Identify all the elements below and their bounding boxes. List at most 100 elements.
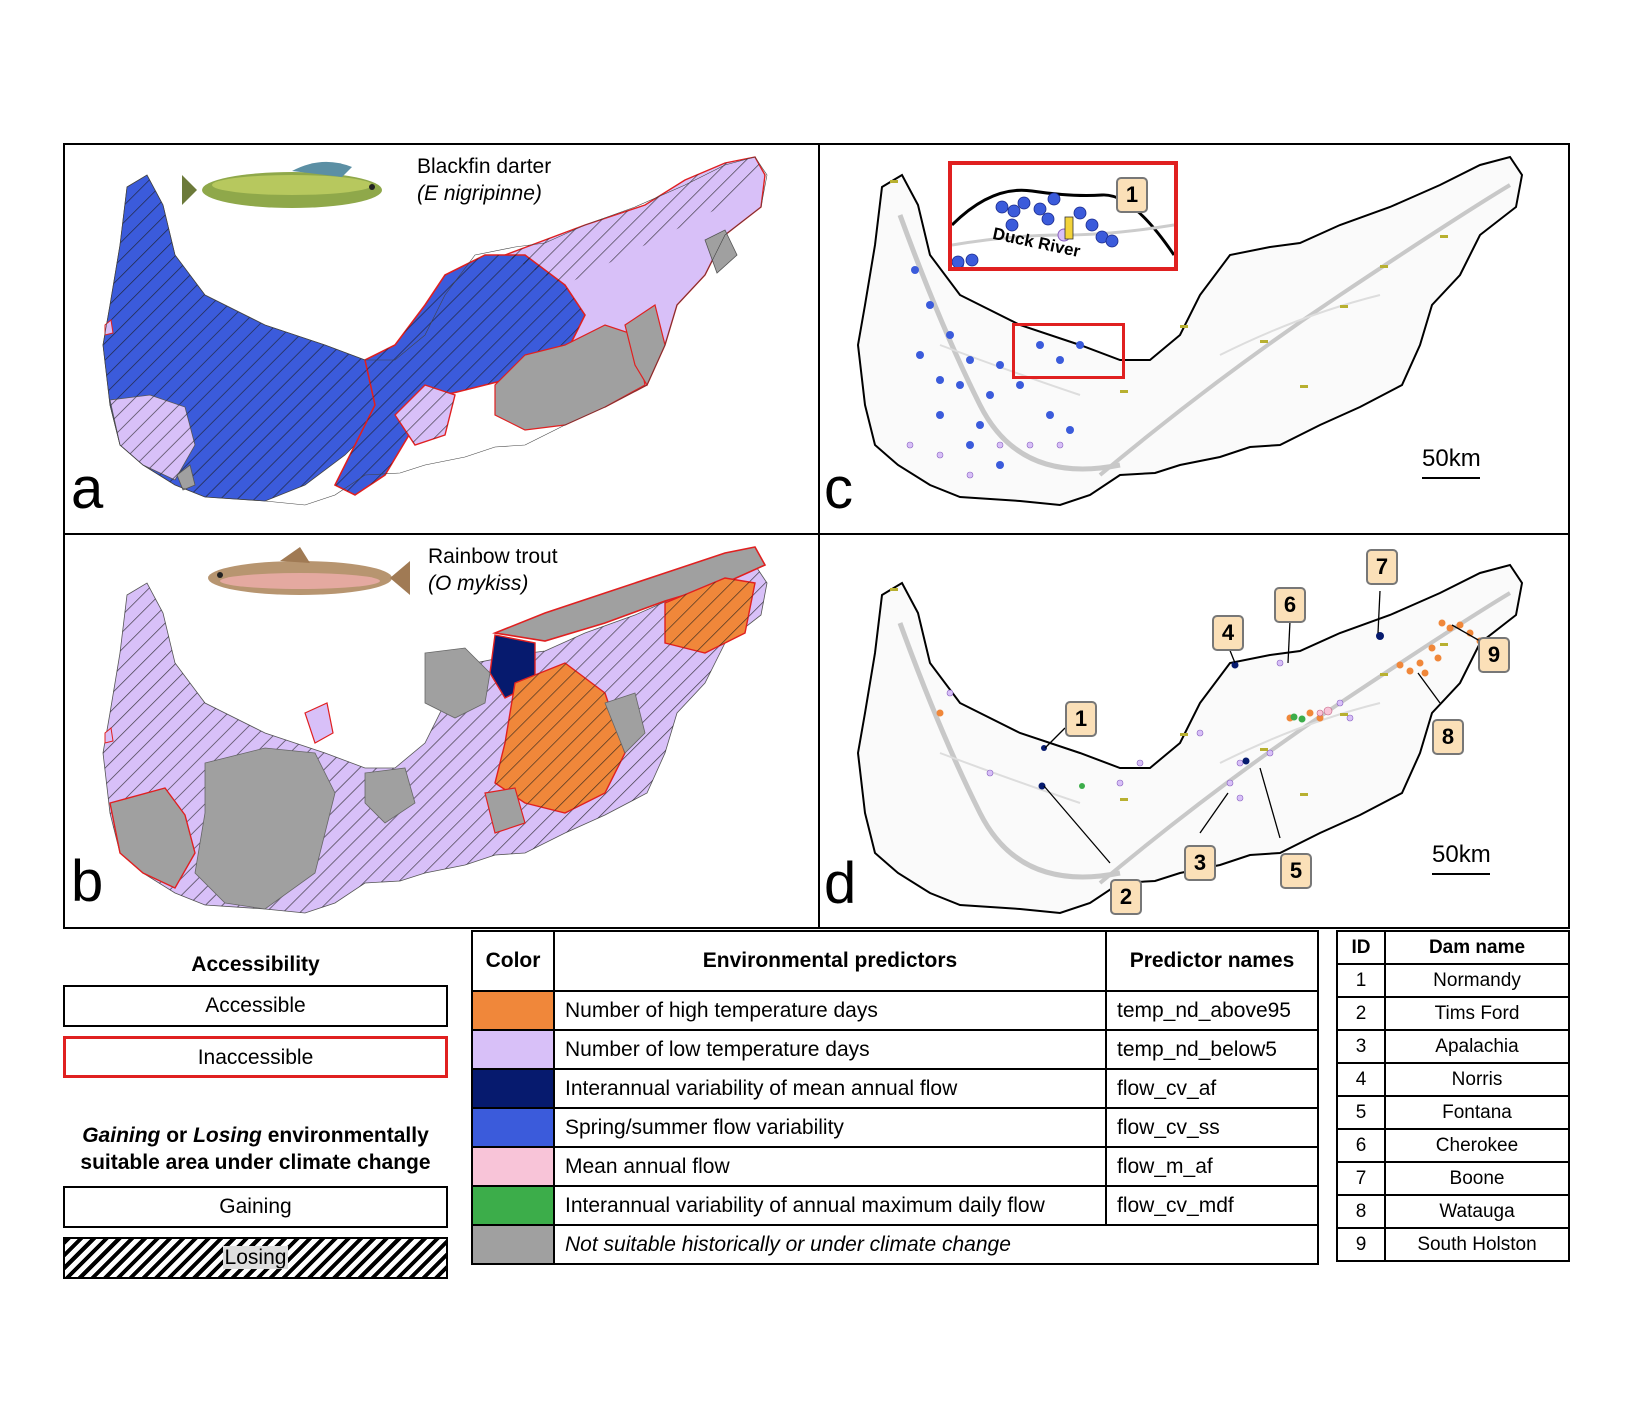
navy-points: [1038, 632, 1384, 790]
orange-points: [936, 619, 1484, 722]
lavender-points: [906, 441, 1064, 479]
species-name-a: Blackfin darter (E nigripinne): [417, 153, 551, 208]
map-d: [857, 564, 1523, 914]
predictor-name: flow_cv_ss: [1105, 1107, 1319, 1148]
color-swatch: [471, 1068, 555, 1109]
change-title-or: or: [160, 1124, 194, 1147]
predictor-description: Mean annual flow: [553, 1146, 1107, 1187]
predictor-name: flow_cv_af: [1105, 1068, 1319, 1109]
panel-label: d: [824, 851, 857, 916]
header-predictors: Environmental predictors: [553, 930, 1107, 992]
panel-b: Rainbow trout (O mykiss) b: [63, 533, 820, 929]
dam-markers: [890, 180, 1448, 393]
dam-row: 6 Cherokee: [1336, 1128, 1570, 1163]
region-grey-sw: [109, 787, 196, 889]
callout-1: 1: [1116, 177, 1148, 213]
color-swatch: [471, 1107, 555, 1148]
dam-id: 9: [1336, 1227, 1386, 1262]
change-title-line2: suitable area under climate change: [80, 1151, 431, 1174]
predictor-description: Number of high temperature days: [553, 990, 1107, 1031]
dam-row: 5 Fontana: [1336, 1095, 1570, 1130]
predictor-row: Number of low temperature days temp_nd_be…: [471, 1029, 1319, 1070]
map-b: [102, 546, 768, 914]
predictor-name: temp_nd_below5: [1105, 1029, 1319, 1070]
region-grey-center: [424, 647, 491, 719]
dam-markers: [890, 588, 1448, 801]
species-scientific-name: (E nigripinne): [417, 182, 542, 206]
dam-name: Norris: [1384, 1062, 1570, 1097]
panel-d: 1 2 3 4 5 6 7 8 9 50km d: [818, 533, 1570, 929]
predictor-row: Mean annual flow flow_m_af: [471, 1146, 1319, 1187]
dam-name: Normandy: [1384, 963, 1570, 998]
callout-3: 3: [1184, 845, 1216, 881]
dam-row: 2 Tims Ford: [1336, 996, 1570, 1031]
scale-bar: [1422, 477, 1480, 479]
predictor-name: temp_nd_above95: [1105, 990, 1319, 1031]
dam-id: 2: [1336, 996, 1386, 1031]
header-names: Predictor names: [1105, 930, 1319, 992]
predictor-description: Not suitable historically or under clima…: [553, 1224, 1319, 1265]
panel-c: Duck River 1 50km c: [818, 143, 1570, 535]
panel-label: a: [71, 456, 104, 521]
predictor-description: Number of low temperature days: [553, 1029, 1107, 1070]
predictor-row: Interannual variability of annual maximu…: [471, 1185, 1319, 1226]
dam-id: 6: [1336, 1128, 1386, 1163]
blue-points: [911, 261, 1084, 469]
dam-name: Apalachia: [1384, 1029, 1570, 1064]
dam-icon: [1064, 216, 1074, 240]
callout-7: 7: [1366, 549, 1398, 585]
scale-label: 50km: [1432, 841, 1491, 868]
legend-losing-label: Losing: [222, 1246, 289, 1269]
dam-id: 3: [1336, 1029, 1386, 1064]
callout-8: 8: [1432, 719, 1464, 755]
dam-id: 7: [1336, 1161, 1386, 1196]
rainbow-trout-icon: [208, 547, 410, 595]
color-swatch: [471, 990, 555, 1031]
dam-name: Watauga: [1384, 1194, 1570, 1229]
scale-label: 50km: [1422, 445, 1481, 472]
color-swatch: [471, 1224, 555, 1265]
dam-name: Tims Ford: [1384, 996, 1570, 1031]
change-title: Gaining or Losing environmentally suitab…: [63, 1122, 448, 1176]
dam-row: 9 South Holston: [1336, 1227, 1570, 1262]
change-title-losing: Losing: [193, 1124, 262, 1147]
header-dam-name: Dam name: [1384, 930, 1570, 965]
dam-id: 8: [1336, 1194, 1386, 1229]
callout-2: 2: [1110, 879, 1142, 915]
panel-a: Blackfin darter (E nigripinne) a: [63, 143, 820, 535]
dam-name: Boone: [1384, 1161, 1570, 1196]
header-color: Color: [471, 930, 555, 992]
predictor-row: Not suitable historically or under clima…: [471, 1224, 1319, 1265]
region-grey-small: [364, 767, 416, 824]
blackfin-darter-icon: [182, 161, 382, 208]
predictor-table: Color Environmental predictors Predictor…: [471, 930, 1319, 1265]
callout-9: 9: [1478, 637, 1510, 673]
panel-label: c: [824, 456, 853, 521]
map-c: [857, 156, 1523, 506]
panel-label: b: [71, 849, 104, 914]
region-grey-4: [176, 464, 196, 491]
green-points: [1079, 713, 1306, 789]
dam-table: ID Dam name 1 Normandy 2 Tims Ford 3 Apalachi…: [1336, 930, 1570, 1262]
legend-inaccessible: Inaccessible: [63, 1036, 448, 1078]
dam-id: 4: [1336, 1062, 1386, 1097]
map-a: [102, 156, 768, 506]
pink-points: [1316, 706, 1333, 717]
callout-4: 4: [1212, 615, 1244, 651]
lavender-points: [946, 659, 1354, 802]
species-common-name: Blackfin darter: [417, 155, 552, 178]
predictor-row: Number of high temperature days temp_nd_a…: [471, 990, 1319, 1031]
color-swatch: [471, 1146, 555, 1187]
species-name-b: Rainbow trout (O mykiss): [428, 543, 558, 598]
callout-5: 5: [1280, 853, 1312, 889]
change-title-rest: environmentally: [261, 1124, 429, 1147]
dam-row: 3 Apalachia: [1336, 1029, 1570, 1064]
accessibility-title: Accessibility: [191, 953, 320, 976]
predictor-name: flow_cv_mdf: [1105, 1185, 1319, 1226]
predictor-row: Spring/summer flow variability flow_cv_ss: [471, 1107, 1319, 1148]
dam-id: 5: [1336, 1095, 1386, 1130]
region-grey-s: [484, 787, 526, 834]
region-grey-north: [492, 546, 767, 642]
dam-row: 7 Boone: [1336, 1161, 1570, 1196]
species-scientific-name: (O mykiss): [428, 572, 529, 596]
